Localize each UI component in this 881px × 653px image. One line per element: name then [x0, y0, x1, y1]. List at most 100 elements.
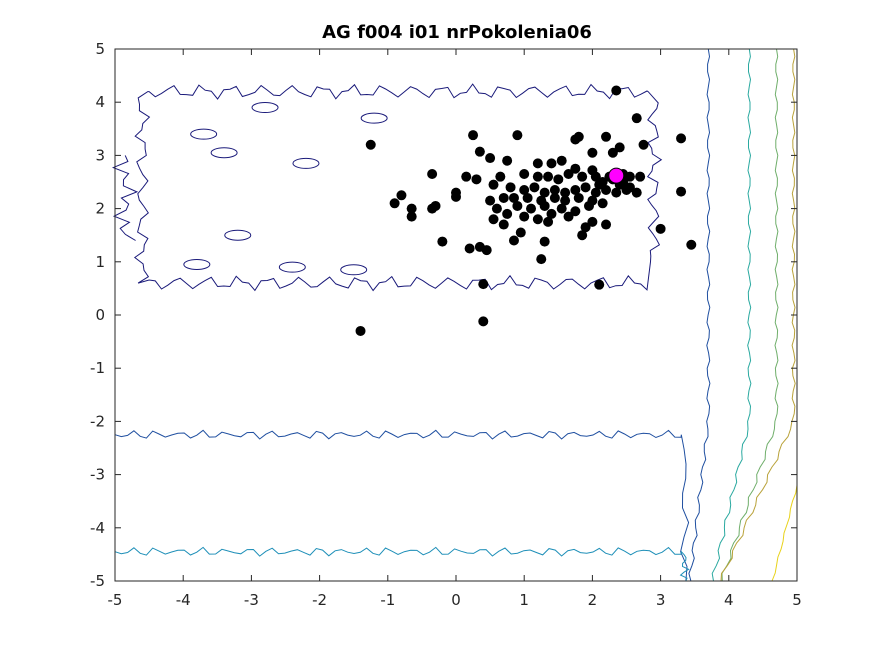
- population-point: [437, 236, 448, 247]
- population-point: [594, 179, 605, 190]
- population-point: [451, 191, 461, 202]
- population-point: [498, 219, 509, 230]
- population-point: [601, 131, 612, 142]
- population-point: [560, 195, 571, 206]
- population-point: [587, 147, 598, 158]
- population-point: [556, 155, 567, 166]
- population-point: [519, 211, 530, 222]
- population-point: [543, 171, 554, 182]
- population-point: [570, 163, 581, 174]
- x-tick-label: 5: [792, 591, 802, 609]
- population-point: [577, 230, 588, 241]
- population-point: [549, 184, 560, 195]
- x-tick-label: -2: [312, 591, 327, 609]
- contour-line: [133, 83, 663, 292]
- population-point: [676, 186, 687, 197]
- population-point: [502, 155, 513, 166]
- x-tick-label: 2: [588, 591, 598, 609]
- population-point: [488, 214, 499, 225]
- population-point: [474, 146, 485, 157]
- population-point: [512, 200, 523, 211]
- y-tick-label: -3: [90, 466, 105, 484]
- population-point: [526, 203, 537, 214]
- population-point: [485, 195, 496, 206]
- population-point: [611, 85, 622, 96]
- population-point: [471, 174, 482, 185]
- population-point: [676, 133, 687, 144]
- y-tick-label: -1: [90, 359, 105, 377]
- y-tick-label: 2: [95, 200, 105, 218]
- population-point: [563, 211, 574, 222]
- population-point: [539, 187, 550, 198]
- contour-line: [190, 128, 218, 140]
- x-tick-label: 0: [451, 591, 461, 609]
- best-point: [608, 167, 625, 184]
- contour-line: [688, 48, 711, 582]
- population-point: [560, 187, 571, 198]
- plot-area: -5 -4 -3 -2 -1 0 1 2 3 4 5 -5 -4 -3 -2 -1 0 1 2 3 4 5: [90, 40, 802, 609]
- population-point: [502, 208, 513, 219]
- population-point: [577, 171, 588, 182]
- x-tick-label: 3: [656, 591, 666, 609]
- x-tick-label: -5: [108, 591, 123, 609]
- population-point: [529, 182, 540, 193]
- population-point: [597, 198, 608, 209]
- population-point: [485, 153, 496, 164]
- population-point: [532, 158, 543, 169]
- population-point: [631, 113, 642, 124]
- population-point: [488, 179, 499, 190]
- y-tick-label: -5: [90, 572, 105, 590]
- population-point: [389, 198, 400, 209]
- contour-line: [210, 147, 238, 159]
- population-point: [522, 192, 533, 203]
- population-point: [570, 206, 581, 217]
- population-point: [546, 158, 557, 169]
- y-axis-ticks: -5 -4 -3 -2 -1 0 1 2 3 4 5: [90, 40, 797, 590]
- population-point: [635, 171, 646, 182]
- population-point: [481, 245, 492, 256]
- population-point: [549, 192, 560, 203]
- population-point: [686, 239, 697, 250]
- y-tick-label: -2: [90, 412, 105, 430]
- population-point: [427, 169, 438, 180]
- population-point: [491, 203, 502, 214]
- contour-line: [114, 429, 690, 582]
- y-tick-label: 4: [95, 93, 105, 111]
- y-tick-label: 1: [95, 253, 105, 271]
- population-point: [539, 200, 550, 211]
- population-point: [543, 216, 554, 227]
- population-point: [536, 254, 547, 265]
- x-tick-label: 1: [519, 591, 529, 609]
- population-point: [478, 279, 489, 290]
- population-point: [512, 130, 523, 141]
- population-point: [614, 142, 625, 153]
- population-point: [556, 203, 567, 214]
- population-point: [365, 139, 376, 150]
- plot-background: [115, 49, 797, 581]
- chart-title: AG f004 i01 nrPokolenia06: [322, 22, 592, 43]
- population-point: [532, 214, 543, 225]
- population-point: [406, 211, 417, 222]
- population-point: [478, 316, 489, 327]
- population-point: [427, 203, 438, 214]
- population-point: [505, 182, 516, 193]
- contour-line: [292, 157, 320, 169]
- population-point: [601, 219, 612, 230]
- population-point: [594, 279, 605, 290]
- population-point: [553, 174, 564, 185]
- population-point: [570, 134, 581, 145]
- contour-line: [711, 48, 752, 582]
- population-point: [406, 203, 417, 214]
- population-point: [546, 208, 557, 219]
- contour-line: [224, 229, 252, 241]
- population-point: [638, 139, 649, 150]
- population-points: [355, 85, 697, 336]
- contour-line: [771, 485, 798, 582]
- population-point: [396, 190, 407, 201]
- population-point: [587, 216, 598, 227]
- population-point: [508, 235, 519, 246]
- contour-line: [340, 264, 368, 276]
- population-point: [519, 169, 530, 180]
- x-tick-label: 4: [724, 591, 734, 609]
- population-point: [607, 147, 618, 158]
